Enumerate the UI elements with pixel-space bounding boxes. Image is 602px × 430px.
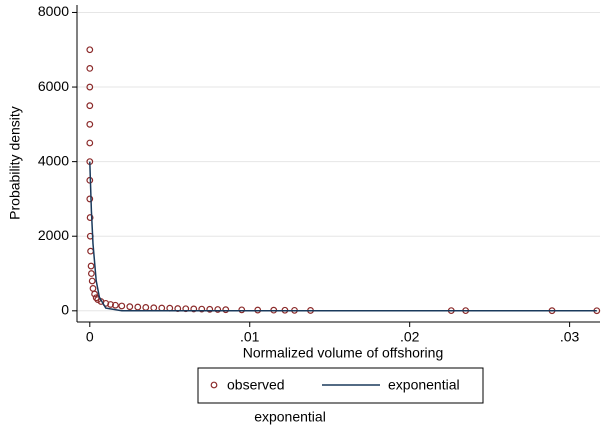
point [86, 139, 94, 147]
legend-label: observed [227, 377, 285, 393]
point [86, 46, 94, 54]
legend-label: exponential [388, 377, 460, 393]
legend-marker [210, 381, 218, 389]
point [91, 290, 98, 298]
point [214, 306, 222, 313]
x-tick-label: 0 [86, 329, 94, 345]
point [86, 195, 94, 203]
point [86, 214, 94, 221]
point [126, 303, 134, 311]
y-tick-label: 8000 [38, 3, 69, 19]
line [89, 161, 597, 312]
point [86, 64, 94, 72]
point [238, 306, 246, 314]
note: exponential [254, 409, 326, 425]
point [222, 306, 230, 314]
point [118, 302, 126, 310]
y-tick-label: 4000 [38, 152, 69, 168]
x-tick-label: .01 [240, 329, 260, 345]
point [88, 277, 96, 285]
point [190, 305, 198, 313]
point [206, 305, 214, 313]
x-axis-title: Normalized volume of offshoring [243, 345, 444, 361]
point [107, 301, 114, 308]
point [87, 270, 95, 277]
point [86, 102, 94, 110]
x-tick-label: .03 [560, 329, 580, 345]
point [86, 83, 94, 91]
y-tick-label: 0 [61, 302, 69, 318]
point [86, 120, 94, 128]
point [134, 303, 142, 311]
point [87, 262, 95, 270]
point [198, 305, 206, 313]
point [111, 301, 119, 309]
y-axis-title: Probability density [7, 106, 23, 220]
y-tick-label: 2000 [38, 227, 69, 243]
y-tick-label: 6000 [38, 78, 69, 94]
x-tick-label: .02 [400, 329, 420, 345]
